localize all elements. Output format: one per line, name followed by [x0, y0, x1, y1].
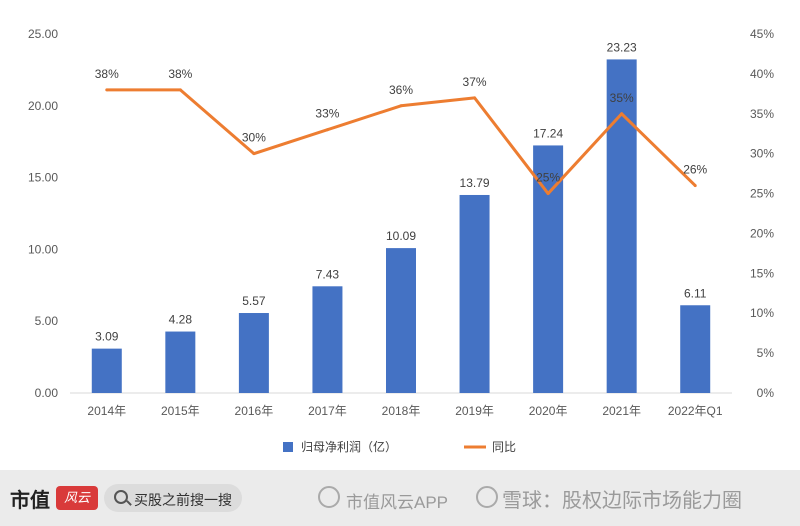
bar — [533, 145, 564, 393]
x-tick-label: 2018年 — [382, 404, 421, 418]
line-data-label: 38% — [168, 67, 192, 81]
line-data-label: 35% — [610, 91, 634, 105]
y2-tick-label: 45% — [750, 27, 774, 41]
watermark-xueqiu: 雪球：股权边际市场能力圈 — [502, 490, 742, 512]
y2-tick-label: 5% — [757, 346, 775, 360]
y-tick-label: 0.00 — [35, 386, 59, 400]
search-button[interactable]: 买股之前搜一搜 — [104, 484, 242, 512]
bar-data-label: 4.28 — [169, 313, 193, 327]
y2-tick-label: 30% — [750, 147, 774, 161]
bar-data-label: 17.24 — [533, 126, 563, 140]
line-data-label: 33% — [315, 107, 339, 121]
x-tick-label: 2019年 — [455, 404, 494, 418]
line-data-label: 26% — [683, 163, 707, 177]
weibo-icon — [318, 486, 340, 508]
bar-data-label: 10.09 — [386, 229, 416, 243]
bar-data-label: 13.79 — [460, 176, 490, 190]
y2-tick-label: 25% — [750, 187, 774, 201]
line-point — [178, 88, 182, 92]
footer-bar: 市值 风云 买股之前搜一搜 市值风云APP 雪球：股权边际市场能力圈 — [0, 470, 800, 526]
line-data-label: 30% — [242, 131, 266, 145]
x-tick-label: 2021年 — [602, 404, 641, 418]
y-tick-label: 15.00 — [28, 171, 58, 185]
bar — [386, 248, 416, 393]
legend-label-line: 同比 — [492, 440, 516, 454]
legend-swatch-bar — [283, 442, 293, 452]
bar-data-label: 6.11 — [684, 286, 707, 300]
line-point — [693, 184, 697, 188]
y-tick-label: 20.00 — [28, 99, 58, 113]
y-tick-label: 10.00 — [28, 242, 58, 256]
y2-tick-label: 40% — [750, 67, 774, 81]
y-tick-label: 5.00 — [35, 314, 59, 328]
bar — [91, 348, 122, 393]
x-tick-label: 2017年 — [308, 404, 347, 418]
brand-logo: 风云 — [56, 486, 98, 510]
legend-label-bar: 归母净利润（亿） — [301, 439, 397, 454]
bar — [165, 331, 196, 393]
y2-tick-label: 10% — [750, 306, 774, 320]
bar-data-label: 3.09 — [95, 330, 119, 344]
y2-tick-label: 0% — [757, 386, 775, 400]
bar — [606, 59, 637, 393]
brand-name: 市值 — [10, 490, 50, 512]
bar-data-label: 23.23 — [607, 40, 637, 54]
line-point — [252, 152, 256, 156]
x-tick-label: 2020年 — [529, 404, 568, 418]
x-tick-label: 2014年 — [87, 404, 126, 418]
bar — [238, 313, 269, 393]
line-point — [325, 128, 329, 132]
combo-chart: 0.00 5.00 10.00 15.00 20.00 25.00 0% 5% 10% 15% 20… — [28, 27, 775, 454]
line-data-label: 36% — [389, 83, 413, 97]
line-data-label: 25% — [536, 171, 560, 185]
y2-tick-label: 15% — [750, 266, 774, 280]
search-icon — [114, 490, 128, 504]
bar-data-label: 5.57 — [242, 294, 266, 308]
line-point — [473, 96, 477, 100]
chart-card: 0.00 5.00 10.00 15.00 20.00 25.00 0% 5% 10% 15% 20… — [0, 0, 800, 470]
line-point — [620, 112, 624, 116]
watermark-app: 市值风云APP — [346, 493, 449, 512]
xueqiu-icon — [476, 486, 498, 508]
x-tick-label: 2022年Q1 — [668, 404, 723, 418]
line-point — [546, 192, 550, 196]
bar — [459, 194, 490, 393]
line-data-label: 38% — [95, 67, 119, 81]
x-tick-label: 2016年 — [235, 404, 274, 418]
y-tick-label: 25.00 — [28, 27, 58, 41]
y2-tick-label: 35% — [750, 107, 774, 121]
bar — [680, 305, 711, 393]
line-data-label: 37% — [463, 75, 487, 89]
line-point — [105, 88, 109, 92]
bar-data-label: 7.43 — [316, 267, 340, 281]
bar — [312, 286, 343, 393]
y2-tick-label: 20% — [750, 226, 774, 240]
x-tick-label: 2015年 — [161, 404, 200, 418]
search-placeholder: 买股之前搜一搜 — [134, 492, 232, 508]
line-point — [399, 104, 403, 108]
